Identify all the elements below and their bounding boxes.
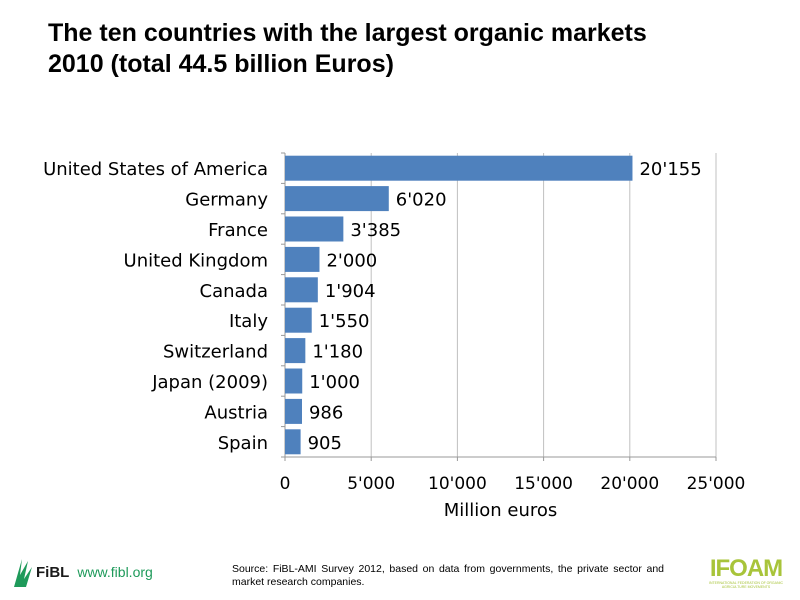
ifoam-wordmark: IFOAM (709, 555, 783, 582)
x-tick-label: 15'000 (514, 474, 573, 494)
chart-title-line-1: The ten countries with the largest organ… (48, 19, 647, 47)
category-label: United States of America (43, 159, 268, 180)
ifoam-subtitle: INTERNATIONAL FEDERATION OF ORGANIC AGRI… (708, 581, 784, 589)
category-label: Germany (185, 190, 268, 211)
fibl-url-link[interactable]: www.fibl.org (77, 564, 153, 580)
bar (285, 246, 320, 272)
category-label: United Kingdom (124, 250, 268, 271)
data-label: 2'000 (326, 250, 377, 271)
bar (285, 277, 318, 303)
data-label: 3'385 (350, 220, 401, 241)
category-label: Japan (2009) (151, 372, 268, 393)
bar (285, 307, 312, 333)
data-label: 986 (309, 402, 343, 423)
x-tick-label: 5'000 (347, 474, 395, 494)
chart-title-line-2: 2010 (total 44.5 billion Euros) (48, 50, 394, 78)
bar (285, 398, 302, 424)
fibl-leaf-icon (14, 559, 32, 587)
category-label: Spain (218, 433, 268, 454)
data-label: 6'020 (396, 190, 447, 211)
data-label: 1'904 (325, 281, 376, 302)
category-label: Austria (204, 402, 268, 423)
category-label: Italy (229, 311, 268, 332)
bar (285, 186, 389, 212)
data-label: 1'180 (312, 342, 363, 363)
data-label: 905 (308, 433, 342, 454)
ifoam-logo: IFOAM INTERNATIONAL FEDERATION OF ORGANI… (706, 555, 786, 590)
bar (285, 429, 301, 455)
bar (285, 216, 344, 242)
bar (285, 338, 306, 364)
data-label: 1'550 (319, 311, 370, 332)
data-label: 1'000 (309, 372, 360, 393)
bar (285, 155, 633, 181)
x-tick-label: 25'000 (687, 474, 746, 494)
x-tick-label: 20'000 (600, 474, 659, 494)
x-axis-title: Million euros (444, 500, 558, 521)
source-note: Source: FiBL-AMI Survey 2012, based on d… (232, 563, 664, 588)
category-label: Canada (200, 281, 269, 302)
fibl-wordmark: FiBL (36, 563, 70, 581)
fibl-logo: FiBL www.fibl.org (12, 557, 153, 587)
bar (285, 368, 303, 394)
data-label: 20'155 (639, 159, 701, 180)
x-tick-label: 10'000 (428, 474, 487, 494)
category-label: Switzerland (163, 342, 268, 363)
x-tick-label: 0 (280, 474, 291, 494)
category-label: France (208, 220, 268, 241)
chart-title: The ten countries with the largest organ… (48, 18, 768, 80)
